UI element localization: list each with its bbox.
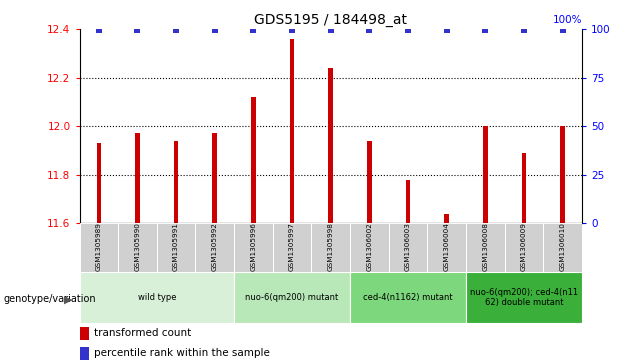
Bar [350,272,466,323]
Bar [445,213,449,223]
Text: GSM1306003: GSM1306003 [405,222,411,271]
Point [248,27,258,33]
Text: GSM1305997: GSM1305997 [289,222,295,271]
Bar [389,223,427,272]
Point [210,27,220,33]
Point [93,27,104,33]
Point [132,27,142,33]
Text: GSM1306009: GSM1306009 [521,222,527,271]
Text: GSM1306004: GSM1306004 [444,222,450,271]
Point [403,27,413,33]
Text: GSM1306008: GSM1306008 [482,222,488,271]
Bar [234,223,273,272]
Bar [273,223,312,272]
Text: wild type: wild type [137,293,176,302]
Text: GSM1305989: GSM1305989 [96,222,102,271]
Bar [174,141,179,223]
Bar [406,180,410,223]
Bar [522,153,526,223]
Bar [328,68,333,223]
Point [364,27,375,33]
Text: GSM1305990: GSM1305990 [134,222,141,271]
Text: GSM1305992: GSM1305992 [212,222,218,271]
Point [558,27,568,33]
Text: nuo-6(qm200); ced-4(n11
62) double mutant: nuo-6(qm200); ced-4(n11 62) double mutan… [470,288,578,307]
Text: 100%: 100% [553,15,582,25]
Bar [80,272,234,323]
Point [171,27,181,33]
Point [441,27,452,33]
Bar [97,143,101,223]
Bar [290,39,294,223]
Text: genotype/variation: genotype/variation [3,294,96,305]
Bar [466,223,504,272]
Bar [543,223,582,272]
Bar [195,223,234,272]
Text: percentile rank within the sample: percentile rank within the sample [93,348,270,358]
Bar [427,223,466,272]
Bar [157,223,195,272]
Bar [251,97,256,223]
Bar [367,141,371,223]
Text: nuo-6(qm200) mutant: nuo-6(qm200) mutant [245,293,339,302]
Bar [234,272,350,323]
Point [480,27,490,33]
Bar [80,327,88,340]
Text: GSM1306002: GSM1306002 [366,222,372,271]
Bar [312,223,350,272]
Bar [483,126,488,223]
Text: GSM1305991: GSM1305991 [173,222,179,271]
Text: ced-4(n1162) mutant: ced-4(n1162) mutant [363,293,453,302]
Title: GDS5195 / 184498_at: GDS5195 / 184498_at [254,13,407,26]
Text: GSM1305998: GSM1305998 [328,222,334,271]
Point [519,27,529,33]
Text: GSM1305996: GSM1305996 [251,222,256,271]
Bar [504,223,543,272]
Bar [560,126,565,223]
Bar [350,223,389,272]
Bar [118,223,157,272]
Point [287,27,297,33]
Bar [466,272,582,323]
Point [326,27,336,33]
Bar [80,223,118,272]
Text: GSM1306010: GSM1306010 [560,222,565,271]
Text: transformed count: transformed count [93,329,191,338]
Bar [135,134,140,223]
Bar [212,134,217,223]
Bar [80,347,88,360]
Text: ▶: ▶ [64,294,73,305]
